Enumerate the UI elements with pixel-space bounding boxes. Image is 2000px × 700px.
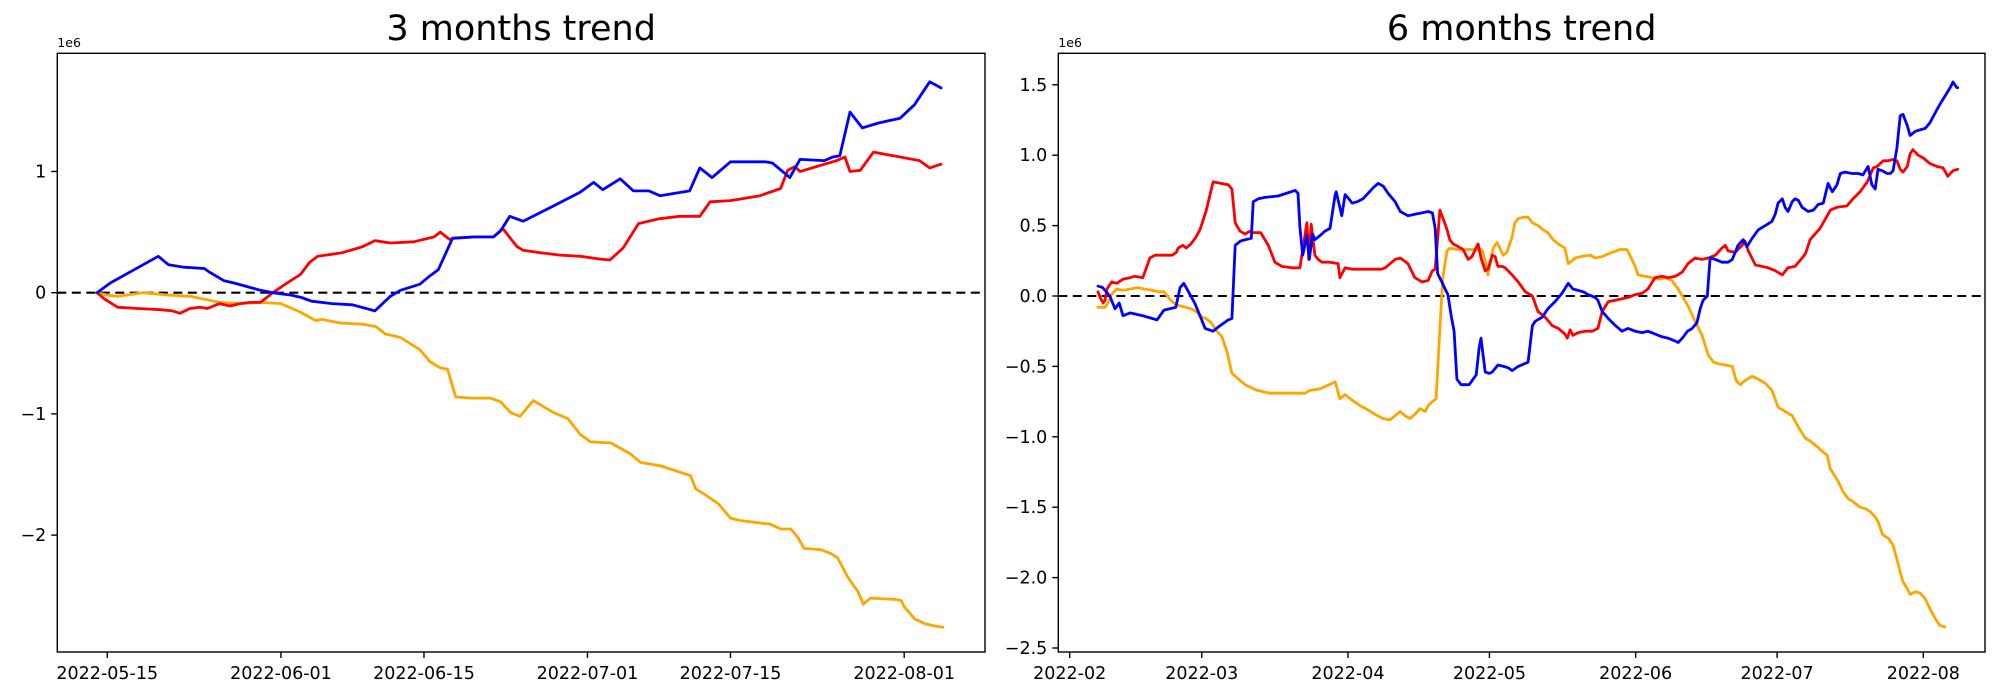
y-tick-label: 1.5 [1019,76,1047,96]
series-line-blue [95,80,943,313]
y-tick-label: −0.5 [1005,357,1048,377]
x-tick-label: 2022-07 [1741,664,1814,684]
y-tick-label: −1.0 [1005,428,1048,448]
x-tick-label: 2022-06-15 [373,664,475,684]
series-line-red [1096,148,1960,340]
y-tick-label: −2 [20,526,46,546]
y-tick-label: −1.5 [1005,498,1048,518]
plot-border [56,52,986,653]
x-tick-label: 2022-07-15 [680,664,782,684]
y-axis-offset-label: 1e6 [1058,35,1082,50]
series-line-orange [1096,215,1947,629]
y-tick-label: 0.0 [1019,287,1047,307]
x-tick-label: 2022-05-15 [56,664,158,684]
series-line-red [95,150,943,315]
y-tick-label: 1.0 [1019,146,1047,166]
series-line-orange [95,291,945,629]
x-tick-label: 2022-03 [1165,664,1238,684]
x-tick-label: 2022-05 [1453,664,1526,684]
chart-3-months-trend: 3 months trend 1e6 2022-05-15 2022-06-01 2… [20,9,986,684]
plot-area: 2022-02 2022-03 2022-04 2022-05 2022-06 2022-… [1005,52,1986,684]
y-axis-offset-label: 1e6 [57,35,81,50]
plot-area: 2022-05-15 2022-06-01 2022-06-15 2022-07-01… [20,52,986,684]
y-tick-label: −2.0 [1005,569,1048,589]
chart-title: 3 months trend [386,9,656,49]
chart-6-months-trend: 6 months trend 1e6 2022-02 2022-03 2022-04… [1005,9,1986,684]
x-tick-label: 2022-02 [1033,664,1106,684]
y-tick-label: −1 [20,405,46,425]
series-line-blue [1096,80,1960,387]
x-tick-label: 2022-08 [1887,664,1960,684]
x-tick-label: 2022-04 [1311,664,1384,684]
plot-border [1057,52,1986,653]
x-tick-label: 2022-08-01 [853,664,955,684]
y-tick-label: −2.5 [1005,639,1048,659]
y-tick-label: 0.5 [1019,217,1047,237]
y-tick-label: 1 [35,162,46,182]
x-tick-label: 2022-07-01 [537,664,639,684]
y-tick-label: 0 [35,284,46,304]
chart-title: 6 months trend [1387,9,1657,49]
x-tick-label: 2022-06 [1599,664,1672,684]
x-tick-label: 2022-06-01 [230,664,332,684]
